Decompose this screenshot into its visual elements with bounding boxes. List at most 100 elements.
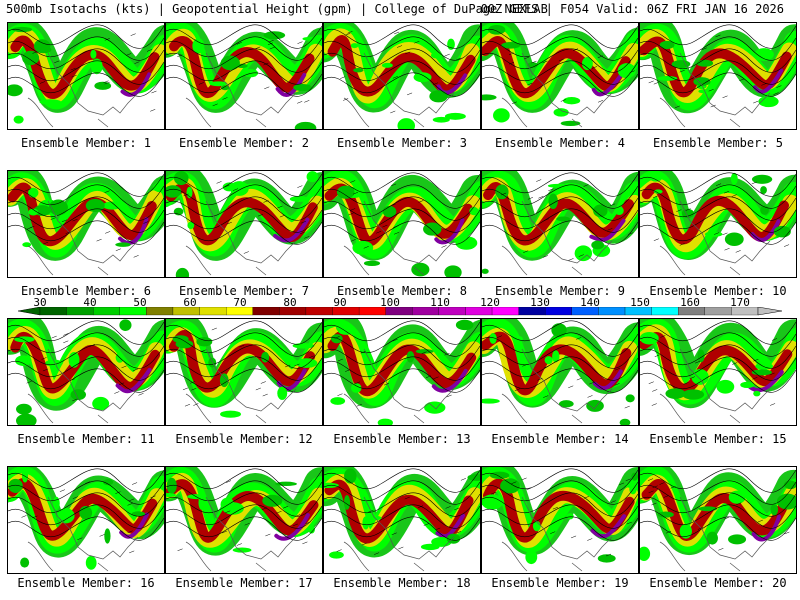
ensemble-member-map: [165, 318, 323, 426]
colorbar-tick-label: 30: [33, 296, 47, 309]
ensemble-member-label: Ensemble Member: 11: [17, 432, 155, 446]
isotach-height-map: [166, 467, 322, 572]
ensemble-member-map: [7, 466, 165, 574]
ensemble-member-label: Ensemble Member: 19: [491, 576, 629, 590]
isotach-height-map: [640, 23, 796, 128]
colorbar-segment: [651, 307, 679, 316]
ensemble-member-label: Ensemble Member: 20: [649, 576, 787, 590]
isotach-height-map: [482, 23, 638, 128]
colorbar-segment: [252, 307, 280, 316]
isotach-height-map: [640, 171, 796, 276]
colorbar-tick-label: 140: [580, 296, 600, 309]
colorbar-segment: [385, 307, 413, 316]
ensemble-member-label: Ensemble Member: 5: [652, 136, 784, 150]
ensemble-member-label: Ensemble Member: 12: [175, 432, 313, 446]
colorbar-segment: [731, 307, 759, 316]
ensemble-member-map: [165, 22, 323, 130]
colorbar-tick-label: 90: [333, 296, 347, 309]
ensemble-member-label: Ensemble Member: 2: [178, 136, 310, 150]
colorbar-right-arrow: [757, 307, 783, 316]
ensemble-member-map: [7, 170, 165, 278]
colorbar-segment: [358, 307, 386, 316]
ensemble-member-label: Ensemble Member: 10: [649, 284, 787, 298]
ensemble-member-map: [7, 22, 165, 130]
ensemble-member-label: Ensemble Member: 18: [333, 576, 471, 590]
colorbar-tick-label: 40: [83, 296, 97, 309]
ensemble-member-map: [323, 466, 481, 574]
ensemble-member-label: Ensemble Member: 17: [175, 576, 313, 590]
isotach-height-map: [482, 171, 638, 276]
colorbar-tick-label: 110: [430, 296, 450, 309]
ensemble-member-label: Ensemble Member: 15: [649, 432, 787, 446]
colorbar-segment: [438, 307, 466, 316]
ensemble-member-label: Ensemble Member: 7: [178, 284, 310, 298]
colorbar-segment: [119, 307, 147, 316]
ensemble-member-map: [481, 466, 639, 574]
ensemble-member-map: [7, 318, 165, 426]
colorbar-segment: [305, 307, 333, 316]
ensemble-member-label: Ensemble Member: 14: [491, 432, 629, 446]
colorbar-tick-label: 150: [630, 296, 650, 309]
colorbar-tick-label: 80: [283, 296, 297, 309]
colorbar-tick-label: 170: [730, 296, 750, 309]
isotach-height-map: [8, 467, 164, 572]
colorbar-bar: [17, 307, 783, 316]
ensemble-member-map: [323, 22, 481, 130]
colorbar-tick-label: 120: [480, 296, 500, 309]
colorbar-segment: [225, 307, 253, 316]
isotach-height-map: [640, 467, 796, 572]
isotach-height-map: [8, 171, 164, 276]
colorbar-left-arrow: [17, 307, 41, 316]
header-title: 500mb Isotachs (kts) | Geopotential Heig…: [6, 2, 548, 16]
ensemble-member-label: Ensemble Member: 8: [336, 284, 468, 298]
colorbar-segment: [465, 307, 493, 316]
colorbar-tick-label: 160: [680, 296, 700, 309]
colorbar-segment: [93, 307, 120, 316]
colorbar-segment: [332, 307, 360, 316]
isotach-height-map: [324, 467, 480, 572]
ensemble-member-label: Ensemble Member: 1: [20, 136, 152, 150]
colorbar-segment: [545, 307, 573, 316]
colorbar-segment: [624, 307, 652, 316]
ensemble-member-map: [639, 466, 797, 574]
colorbar-segment: [39, 307, 67, 316]
colorbar-segment: [491, 307, 519, 316]
header: 500mb Isotachs (kts) | Geopotential Heig…: [6, 2, 796, 18]
colorbar-segment: [704, 307, 732, 316]
ensemble-member-map: [639, 318, 797, 426]
isotach-height-map: [324, 319, 480, 425]
ensemble-member-map: [639, 170, 797, 278]
ensemble-member-map: [165, 466, 323, 574]
ensemble-member-label: Ensemble Member: 4: [494, 136, 626, 150]
isotach-height-map: [166, 171, 322, 277]
colorbar-segment: [172, 307, 200, 316]
header-valid-time: 00Z GEFS | F054 Valid: 06Z FRI JAN 16 20…: [480, 2, 784, 16]
ensemble-member-map: [165, 170, 323, 278]
ensemble-member-label: Ensemble Member: 9: [494, 284, 626, 298]
ensemble-member-map: [481, 170, 639, 278]
ensemble-member-map: [481, 22, 639, 130]
ensemble-member-map: [481, 318, 639, 426]
isotach-height-map: [8, 319, 164, 425]
colorbar-segment: [279, 307, 307, 316]
isotach-height-map: [324, 171, 480, 277]
ensemble-member-map: [323, 318, 481, 426]
colorbar-segment: [678, 307, 705, 316]
colorbar-tick-label: 50: [133, 296, 147, 309]
ensemble-member-map: [639, 22, 797, 130]
isotach-colorbar: 30 40 50 60 70 80 90 100 110 120 130 140 150 160 170: [0, 296, 800, 318]
isotach-height-map: [640, 319, 796, 424]
colorbar-segment: [598, 307, 626, 316]
ensemble-member-label: Ensemble Member: 3: [336, 136, 468, 150]
isotach-height-map: [482, 319, 638, 425]
colorbar-tick-label: 60: [183, 296, 197, 309]
isotach-height-map: [166, 23, 322, 129]
colorbar-tick-label: 100: [380, 296, 400, 309]
isotach-height-map: [324, 23, 480, 129]
ensemble-member-label: Ensemble Member: 13: [333, 432, 471, 446]
ensemble-member-label: Ensemble Member: 16: [17, 576, 155, 590]
colorbar-segment: [199, 307, 227, 316]
isotach-height-map: [166, 319, 322, 424]
colorbar-segment: [518, 307, 546, 316]
colorbar-segment: [66, 307, 94, 316]
